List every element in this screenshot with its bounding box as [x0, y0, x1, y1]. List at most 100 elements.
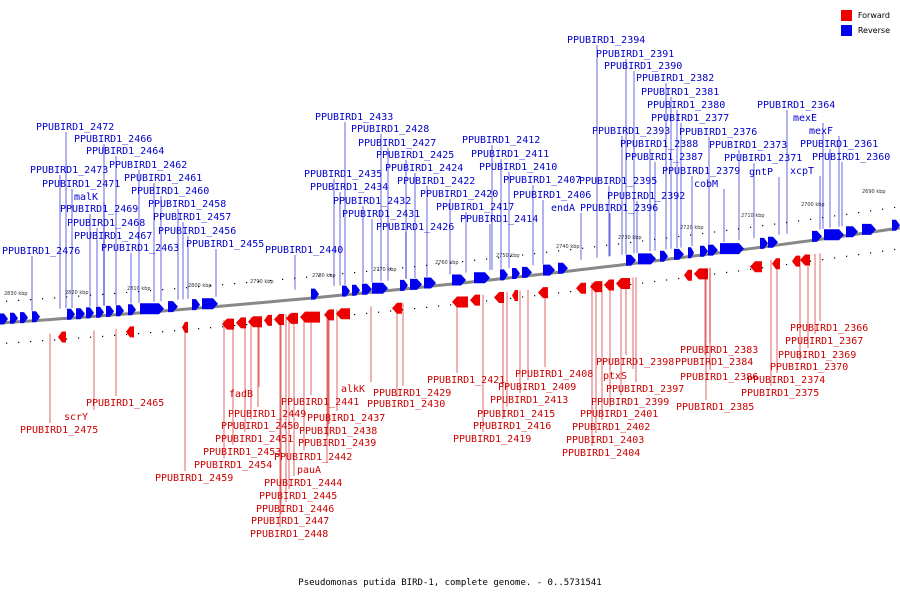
gene-label[interactable]: PPUBIRD1_2407 — [503, 175, 581, 186]
gene-label[interactable]: PPUBIRD1_2416 — [473, 421, 551, 432]
gene-label[interactable]: xcpT — [790, 166, 814, 177]
gene-label[interactable]: PPUBIRD1_2468 — [67, 218, 145, 229]
gene-label[interactable]: mexF — [809, 126, 833, 137]
gene-label[interactable]: PPUBIRD1_2448 — [250, 529, 328, 540]
reverse-gene-arrow[interactable] — [192, 299, 200, 311]
reverse-gene-arrow[interactable] — [67, 308, 75, 320]
gene-label[interactable]: PPUBIRD1_2456 — [158, 226, 236, 237]
reverse-gene-arrow[interactable] — [168, 301, 178, 313]
reverse-gene-arrow[interactable] — [424, 277, 436, 289]
gene-label[interactable]: PPUBIRD1_2454 — [194, 460, 272, 471]
forward-gene-arrow[interactable] — [336, 308, 350, 320]
forward-gene-arrow[interactable] — [452, 296, 468, 308]
gene-label[interactable]: PPUBIRD1_2397 — [606, 384, 684, 395]
reverse-gene-arrow[interactable] — [372, 282, 388, 294]
gene-label[interactable]: PPUBIRD1_2473 — [30, 165, 108, 176]
gene-label[interactable]: PPUBIRD1_2398 — [596, 357, 674, 368]
reverse-gene-arrow[interactable] — [0, 313, 8, 325]
forward-gene-arrow[interactable] — [300, 311, 320, 323]
gene-label[interactable]: PPUBIRD1_2459 — [155, 473, 233, 484]
forward-gene-arrow[interactable] — [538, 287, 548, 299]
gene-label[interactable]: PPUBIRD1_2465 — [86, 398, 164, 409]
reverse-gene-arrow[interactable] — [543, 264, 555, 276]
gene-label[interactable]: PPUBIRD1_2412 — [462, 135, 540, 146]
gene-label[interactable]: PPUBIRD1_2463 — [101, 243, 179, 254]
gene-label[interactable]: PPUBIRD1_2466 — [74, 134, 152, 145]
gene-label[interactable]: PPUBIRD1_2414 — [460, 214, 538, 225]
reverse-gene-arrow[interactable] — [116, 305, 124, 317]
gene-label[interactable]: PPUBIRD1_2415 — [477, 409, 555, 420]
forward-gene-arrow[interactable] — [236, 317, 246, 329]
gene-label[interactable]: PPUBIRD1_2445 — [259, 491, 337, 502]
gene-label[interactable]: PPUBIRD1_2428 — [351, 124, 429, 135]
reverse-gene-arrow[interactable] — [522, 266, 532, 278]
gene-label[interactable]: PPUBIRD1_2395 — [579, 176, 657, 187]
forward-gene-arrow[interactable] — [616, 278, 630, 289]
gene-label[interactable]: PPUBIRD1_2413 — [490, 395, 568, 406]
gene-label[interactable]: PPUBIRD1_2450 — [221, 421, 299, 432]
gene-label[interactable]: PPUBIRD1_2361 — [800, 139, 878, 150]
gene-label[interactable]: PPUBIRD1_2464 — [86, 146, 164, 157]
reverse-gene-arrow[interactable] — [202, 298, 218, 310]
gene-label[interactable]: PPUBIRD1_2472 — [36, 122, 114, 133]
gene-label[interactable]: PPUBIRD1_2461 — [124, 173, 202, 184]
gene-label[interactable]: endA — [551, 203, 575, 214]
gene-label[interactable]: PPUBIRD1_2406 — [513, 190, 591, 201]
gene-label[interactable]: PPUBIRD1_2396 — [580, 203, 658, 214]
gene-label[interactable]: PPUBIRD1_2427 — [358, 138, 436, 149]
gene-label[interactable]: PPUBIRD1_2387 — [625, 152, 703, 163]
reverse-gene-arrow[interactable] — [768, 236, 778, 248]
gene-label[interactable]: PPUBIRD1_2471 — [42, 179, 120, 190]
gene-label[interactable]: PPUBIRD1_2429 — [373, 388, 451, 399]
gene-label[interactable]: PPUBIRD1_2377 — [651, 113, 729, 124]
forward-gene-arrow[interactable] — [286, 312, 298, 324]
forward-gene-arrow[interactable] — [512, 290, 518, 301]
gene-label[interactable]: PPUBIRD1_2420 — [420, 189, 498, 200]
reverse-gene-arrow[interactable] — [32, 311, 40, 323]
gene-label[interactable]: PPUBIRD1_2371 — [724, 153, 802, 164]
gene-label[interactable]: PPUBIRD1_2435 — [304, 169, 382, 180]
gene-label[interactable]: PPUBIRD1_2417 — [436, 202, 514, 213]
forward-gene-arrow[interactable] — [470, 294, 480, 306]
gene-label[interactable]: PPUBIRD1_2441 — [281, 397, 359, 408]
reverse-gene-arrow[interactable] — [862, 223, 876, 235]
gene-label[interactable]: PPUBIRD1_2379 — [662, 166, 740, 177]
reverse-gene-arrow[interactable] — [660, 250, 668, 262]
gene-label[interactable]: PPUBIRD1_2380 — [647, 100, 725, 111]
gene-label[interactable]: PPUBIRD1_2375 — [741, 388, 819, 399]
reverse-gene-arrow[interactable] — [86, 307, 94, 319]
gene-label[interactable]: PPUBIRD1_2424 — [385, 163, 463, 174]
reverse-gene-arrow[interactable] — [140, 303, 164, 315]
gene-label[interactable]: PPUBIRD1_2409 — [498, 382, 576, 393]
gene-label[interactable]: PPUBIRD1_2432 — [333, 196, 411, 207]
gene-label[interactable]: PPUBIRD1_2367 — [785, 336, 863, 347]
gene-label[interactable]: PPUBIRD1_2366 — [790, 323, 868, 334]
gene-label[interactable]: PPUBIRD1_2431 — [342, 209, 420, 220]
forward-gene-arrow[interactable] — [274, 314, 284, 325]
gene-label[interactable]: PPUBIRD1_2402 — [572, 422, 650, 433]
forward-gene-arrow[interactable] — [248, 316, 262, 328]
gene-label[interactable]: fadB — [229, 389, 253, 400]
gene-label[interactable]: PPUBIRD1_2369 — [778, 350, 856, 361]
reverse-gene-arrow[interactable] — [10, 312, 18, 324]
gene-label[interactable]: PPUBIRD1_2388 — [620, 139, 698, 150]
gene-label[interactable]: PPUBIRD1_2419 — [453, 434, 531, 445]
gene-label[interactable]: PPUBIRD1_2381 — [641, 87, 719, 98]
gene-label[interactable]: PPUBIRD1_2462 — [109, 160, 187, 171]
gene-label[interactable]: PPUBIRD1_2455 — [186, 239, 264, 250]
gene-label[interactable]: PPUBIRD1_2442 — [274, 452, 352, 463]
forward-gene-arrow[interactable] — [126, 326, 134, 338]
gene-label[interactable]: PPUBIRD1_2451 — [215, 434, 293, 445]
gene-label[interactable]: PPUBIRD1_2394 — [567, 35, 645, 46]
gene-label[interactable]: cobM — [694, 179, 718, 190]
forward-gene-arrow[interactable] — [772, 258, 780, 270]
forward-gene-arrow[interactable] — [800, 254, 810, 266]
reverse-gene-arrow[interactable] — [76, 308, 85, 320]
gene-label[interactable]: PPUBIRD1_2422 — [397, 176, 475, 187]
gene-label[interactable]: PPUBIRD1_2449 — [228, 409, 306, 420]
reverse-gene-arrow[interactable] — [812, 230, 822, 242]
reverse-gene-arrow[interactable] — [688, 247, 694, 259]
gene-label[interactable]: PPUBIRD1_2384 — [675, 357, 753, 368]
reverse-gene-arrow[interactable] — [638, 253, 656, 265]
forward-gene-arrow[interactable] — [494, 292, 504, 303]
